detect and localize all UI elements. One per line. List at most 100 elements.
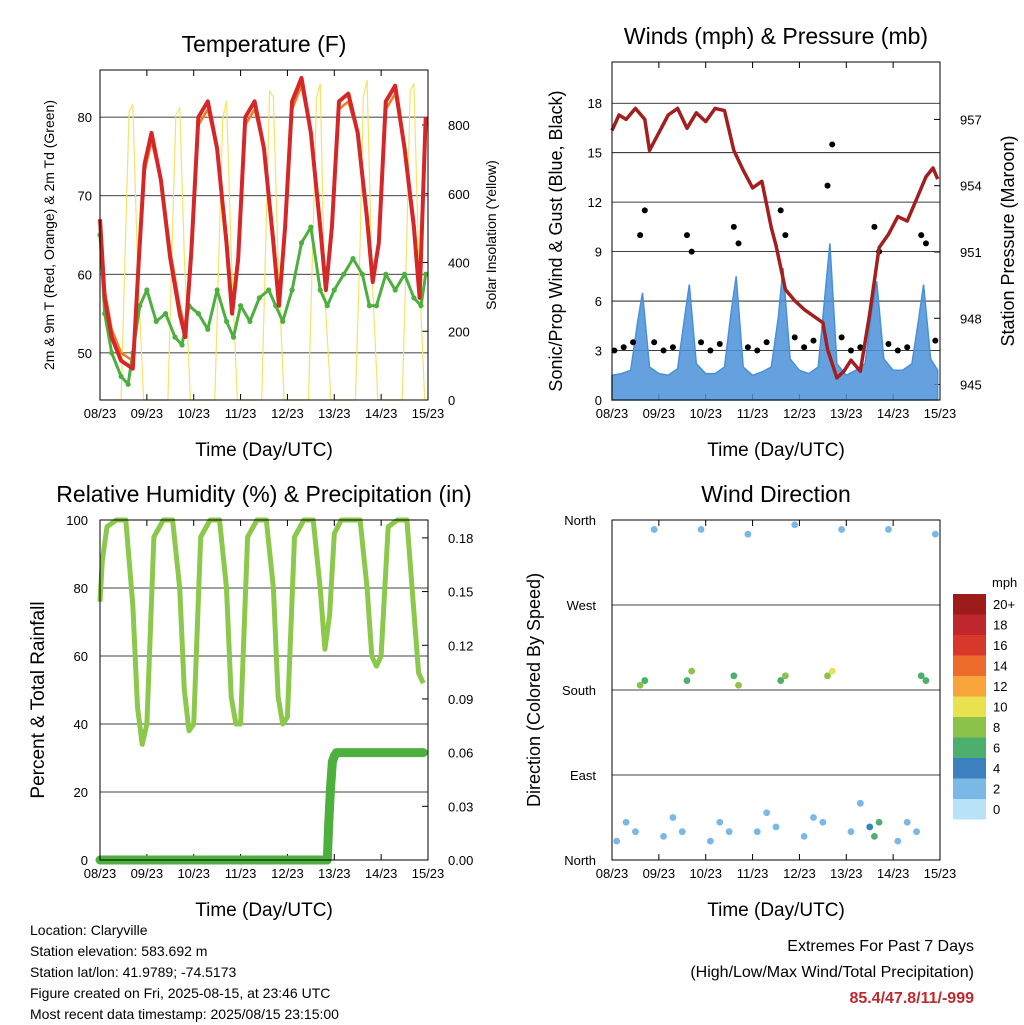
direction-point: [819, 818, 827, 826]
chart-panel-1: Temperature (F) 08/23 09/23 10/23 11/23 12/23…: [41, 31, 499, 461]
gust-point: [744, 344, 751, 351]
legend-swatch: [953, 614, 986, 635]
legend-label: 10: [993, 700, 1007, 715]
legend-swatch: [953, 758, 986, 779]
speed-legend: mph 20+ 18 16 14 12 10 8 6 4 2 0: [953, 575, 1017, 820]
gust-point: [885, 340, 892, 347]
dewpoint-point: [230, 334, 237, 340]
gust-point: [630, 339, 637, 346]
y2-tick-label: 0.12: [448, 638, 473, 653]
x-tick-label: 11/23: [225, 406, 257, 421]
gust-point: [847, 347, 854, 354]
series-line-solar-insolation: [100, 79, 426, 401]
y2-axis-label: Station Pressure (Maroon): [998, 135, 1018, 346]
dewpoint-point: [298, 240, 305, 246]
direction-point: [636, 681, 644, 689]
dewpoint-point: [289, 287, 295, 293]
x-tick-label: 08/23: [596, 866, 629, 881]
y-axis-label: Direction (Colored By Speed): [524, 573, 544, 807]
direction-point: [650, 526, 658, 533]
extremes-subtitle: (High/Low/Max Wind/Total Precipitation): [690, 964, 974, 981]
y-tick-label: East: [570, 768, 596, 783]
y2-tick-label: 0.06: [448, 746, 473, 761]
y-tick-label: North: [564, 513, 596, 528]
y2-tick-label: 948: [960, 311, 982, 326]
chart-panel-2: Winds (mph) & Pressure (mb) 08/23 09/23 10/…: [546, 23, 1018, 461]
y-tick-label: 6: [595, 294, 602, 309]
dewpoint-point: [179, 342, 185, 348]
y2-tick-label: 954: [960, 179, 982, 194]
dewpoint-point: [366, 303, 373, 309]
gust-point: [707, 347, 714, 354]
y-tick-label: 20: [74, 785, 88, 800]
dewpoint-point: [418, 303, 424, 309]
legend-title: mph: [992, 575, 1017, 590]
gust-point: [698, 339, 705, 346]
legend-label: 8: [993, 720, 1000, 735]
legend-label: 6: [993, 741, 1000, 756]
y-tick-label: 40: [74, 717, 88, 732]
y2-tick-label: 0: [448, 393, 455, 408]
dewpoint-point: [324, 303, 330, 309]
legend-swatch: [953, 737, 986, 758]
gust-point: [838, 334, 845, 341]
dewpoint-point: [308, 224, 314, 230]
dewpoint-point: [317, 287, 323, 293]
direction-point: [917, 672, 925, 680]
y-axis-label: Sonic/Prop Wind & Gust (Blue, Black): [546, 90, 566, 391]
direction-point: [885, 526, 892, 533]
direction-point: [641, 677, 649, 684]
direction-point: [866, 823, 874, 831]
x-tick-label: 08/23: [84, 866, 117, 881]
chart-title: Temperature (F): [182, 31, 347, 57]
y-tick-label: 70: [78, 189, 92, 204]
y2-tick-label: 400: [448, 256, 470, 271]
y2-tick-label: 0.00: [448, 853, 473, 868]
y2-tick-label: 200: [448, 324, 470, 339]
y-tick-label: 0: [595, 393, 602, 408]
x-axis-label: Time (Day/UTC): [195, 900, 333, 921]
x-axis-label: Time (Day/UTC): [707, 440, 845, 461]
pressure-line: [610, 106, 940, 380]
x-tick-label: 09/23: [643, 406, 676, 421]
gust-point: [791, 334, 798, 341]
x-tick-label: 14/23: [877, 866, 910, 881]
gust-point: [754, 347, 761, 354]
direction-point: [871, 832, 878, 840]
legend-swatch: [953, 635, 986, 656]
plot-border: [611, 519, 941, 861]
dewpoint-point: [125, 381, 131, 387]
dewpoint-point: [383, 271, 389, 277]
direction-point: [828, 667, 836, 675]
x-tick-label: 13/23: [318, 406, 351, 421]
direction-point: [856, 799, 864, 807]
x-tick-label: 14/23: [365, 406, 398, 421]
plot-border: [99, 69, 429, 401]
direction-point: [781, 672, 789, 680]
direction-point: [697, 526, 705, 533]
series-line-9m-t: [98, 84, 427, 362]
x-tick-label: 11/23: [225, 866, 257, 881]
y-axis-label: 2m & 9m T (Red, Orange) & 2m Td (Green): [41, 100, 57, 370]
direction-point: [632, 828, 639, 836]
gust-point: [763, 339, 770, 346]
y2-tick-label: 0.18: [448, 531, 473, 546]
gust-point: [857, 344, 864, 351]
direction-point: [800, 832, 808, 840]
direction-point: [688, 667, 696, 675]
x-tick-label: 10/23: [177, 866, 210, 881]
dewpoint-point: [331, 287, 337, 293]
direction-point: [660, 832, 667, 840]
y2-tick-label: 0.15: [448, 585, 473, 600]
y-tick-label: 50: [78, 346, 92, 361]
legend-swatch: [953, 594, 986, 615]
dewpoint-point: [280, 318, 286, 325]
direction-point: [847, 828, 855, 836]
extremes-values: 85.4/47.8/11/-999: [849, 990, 974, 1007]
y2-tick-label: 0.03: [448, 799, 473, 814]
x-tick-label: 13/23: [830, 866, 863, 881]
gust-point: [620, 344, 627, 351]
recent-text: Most recent data timestamp: 2025/08/15 2…: [30, 1006, 339, 1022]
chart-panel-4: Wind Direction 08/23 09/23 10/23 11/23 12/23 1…: [524, 481, 956, 921]
direction-point: [613, 837, 621, 845]
